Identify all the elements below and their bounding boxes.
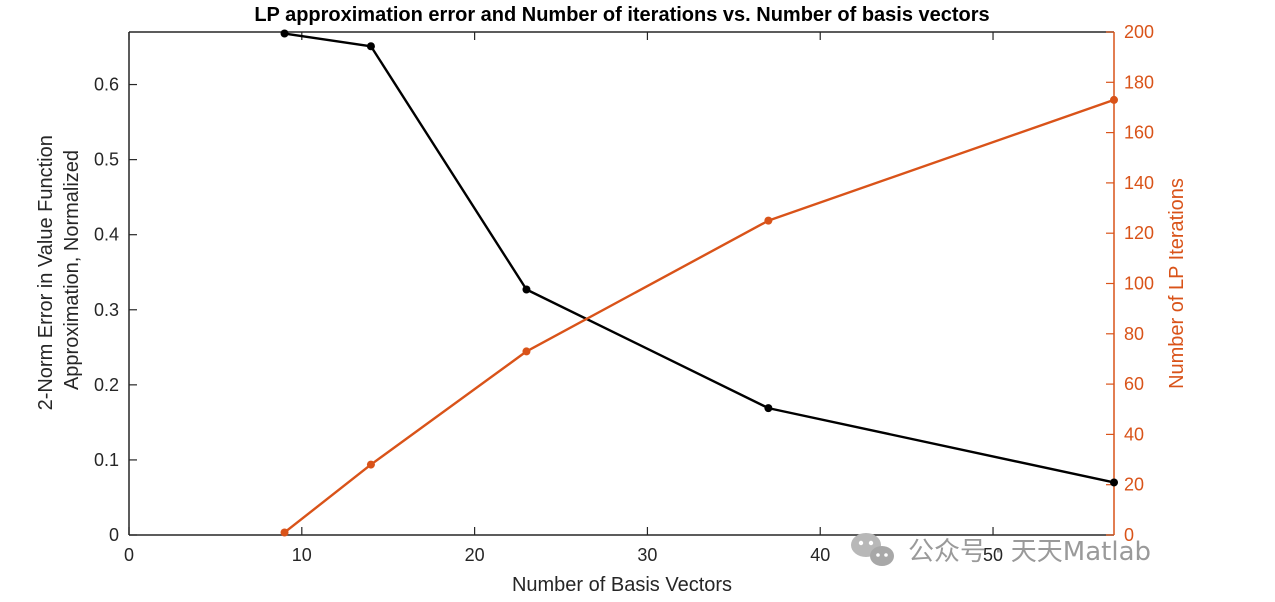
- left-y-tick-label: 0.1: [94, 450, 119, 470]
- watermark-text: 公众号 · 天天Matlab: [908, 537, 1151, 567]
- left-y-tick-label: 0.4: [94, 225, 119, 245]
- right-y-tick-label: 100: [1124, 274, 1154, 294]
- right-y-tick-label: 80: [1124, 324, 1144, 344]
- left-y-axis-ticks: 0 0.1 0.2 0.3 0.4 0.5 0.6: [94, 75, 137, 545]
- left-y-axis-label: 2-Norm Error in Value Function Approxima…: [35, 130, 83, 411]
- iterations-series-line: [283, 98, 1115, 534]
- right-y-tick-label: 40: [1124, 424, 1144, 444]
- right-y-tick-label: 0: [1124, 525, 1134, 545]
- x-axis-ticks: 0 10 20 30 40 50: [124, 32, 1003, 565]
- right-y-tick-label: 20: [1124, 475, 1144, 495]
- left-y-tick-label: 0.6: [94, 75, 119, 95]
- error-data-point: [1110, 478, 1118, 487]
- x-tick-label: 30: [637, 545, 657, 565]
- left-y-tick-label: 0.3: [94, 300, 119, 320]
- wechat-icon: [851, 533, 894, 566]
- error-data-point: [366, 42, 375, 51]
- iterations-data-point: [1110, 95, 1118, 104]
- watermark: 公众号 · 天天Matlab: [851, 533, 1151, 567]
- left-y-axis-label-line-1: 2-Norm Error in Value Function: [35, 135, 57, 410]
- right-y-tick-label: 200: [1124, 22, 1154, 42]
- right-y-tick-label: 180: [1124, 72, 1154, 92]
- left-y-axis-label-line-2: Approximation, Normalized: [61, 150, 83, 390]
- right-y-tick-label: 120: [1124, 223, 1154, 243]
- right-y-tick-label: 60: [1124, 374, 1144, 394]
- x-tick-label: 0: [124, 545, 134, 565]
- chart-title: LP approximation error and Number of ite…: [254, 4, 989, 26]
- x-tick-label: 50: [983, 545, 1003, 565]
- right-y-axis-label: Number of LP Iterations: [1166, 178, 1188, 389]
- series-layer: [280, 29, 1118, 537]
- right-y-axis-ticks: 0 20 40 60 80 100 120 140 160 180 200: [1106, 22, 1154, 545]
- axes: [128, 31, 1115, 536]
- right-y-tick-label: 160: [1124, 123, 1154, 143]
- x-axis-label: Number of Basis Vectors: [512, 574, 732, 596]
- x-tick-label: 40: [810, 545, 830, 565]
- left-y-tick-label: 0: [109, 525, 119, 545]
- iterations-data-point: [522, 347, 531, 356]
- error-data-point: [522, 285, 531, 294]
- x-tick-label: 20: [465, 545, 485, 565]
- iterations-data-point: [280, 528, 289, 537]
- right-y-tick-label: 140: [1124, 173, 1154, 193]
- left-y-tick-label: 0.5: [94, 150, 119, 170]
- error-data-point: [280, 29, 289, 38]
- error-data-point: [764, 404, 773, 413]
- iterations-data-point: [764, 216, 773, 225]
- x-tick-label: 10: [292, 545, 312, 565]
- left-y-tick-label: 0.2: [94, 375, 119, 395]
- iterations-data-point: [366, 460, 375, 469]
